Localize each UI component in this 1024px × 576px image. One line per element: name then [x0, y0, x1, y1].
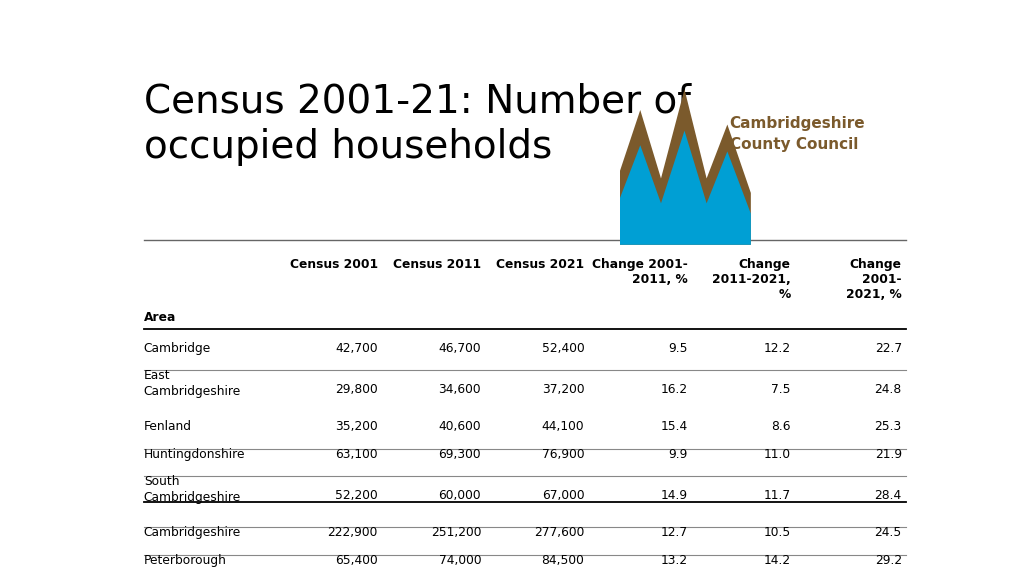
- Text: 65,400: 65,400: [335, 554, 378, 567]
- Text: 44,100: 44,100: [542, 420, 585, 433]
- Text: 69,300: 69,300: [438, 448, 481, 461]
- Text: 8.6: 8.6: [771, 420, 791, 433]
- Text: Census 2011: Census 2011: [393, 257, 481, 271]
- Text: 22.7: 22.7: [874, 342, 902, 355]
- Text: 10.5: 10.5: [764, 526, 791, 539]
- Text: Census 2001: Census 2001: [290, 257, 378, 271]
- Text: 21.9: 21.9: [874, 448, 902, 461]
- Text: 67,000: 67,000: [542, 489, 585, 502]
- Text: Change
2001-
2021, %: Change 2001- 2021, %: [846, 257, 902, 301]
- Text: Change
2011-2021,
%: Change 2011-2021, %: [712, 257, 791, 301]
- Text: 24.8: 24.8: [874, 383, 902, 396]
- Text: 7.5: 7.5: [771, 383, 791, 396]
- Text: 16.2: 16.2: [660, 383, 687, 396]
- Text: 25.3: 25.3: [874, 420, 902, 433]
- Text: 14.9: 14.9: [660, 489, 687, 502]
- Text: 60,000: 60,000: [438, 489, 481, 502]
- Text: East
Cambridgeshire: East Cambridgeshire: [143, 369, 241, 399]
- Text: 42,700: 42,700: [335, 342, 378, 355]
- Text: South
Cambridgeshire: South Cambridgeshire: [143, 475, 241, 505]
- Text: Cambridgeshire
County Council: Cambridgeshire County Council: [729, 116, 865, 151]
- Text: Census 2021: Census 2021: [497, 257, 585, 271]
- Polygon shape: [620, 89, 751, 245]
- Text: 251,200: 251,200: [431, 526, 481, 539]
- Polygon shape: [620, 131, 751, 245]
- Text: Cambridgeshire: Cambridgeshire: [143, 526, 241, 539]
- Text: 52,200: 52,200: [335, 489, 378, 502]
- Text: 15.4: 15.4: [660, 420, 687, 433]
- Text: 11.0: 11.0: [764, 448, 791, 461]
- Text: 84,500: 84,500: [542, 554, 585, 567]
- Text: Change 2001-
2011, %: Change 2001- 2011, %: [592, 257, 687, 286]
- Text: 24.5: 24.5: [874, 526, 902, 539]
- Text: Census 2001-21: Number of
occupied households: Census 2001-21: Number of occupied house…: [143, 82, 691, 166]
- Text: 63,100: 63,100: [335, 448, 378, 461]
- Text: 35,200: 35,200: [335, 420, 378, 433]
- Text: Area: Area: [143, 311, 176, 324]
- Text: 12.2: 12.2: [764, 342, 791, 355]
- Text: 76,900: 76,900: [542, 448, 585, 461]
- Text: 34,600: 34,600: [438, 383, 481, 396]
- Text: 9.5: 9.5: [668, 342, 687, 355]
- Text: Cambridge: Cambridge: [143, 342, 211, 355]
- Text: 74,000: 74,000: [438, 554, 481, 567]
- Text: 13.2: 13.2: [660, 554, 687, 567]
- Text: 9.9: 9.9: [668, 448, 687, 461]
- Text: 46,700: 46,700: [438, 342, 481, 355]
- Text: Fenland: Fenland: [143, 420, 191, 433]
- Text: 52,400: 52,400: [542, 342, 585, 355]
- Text: 12.7: 12.7: [660, 526, 687, 539]
- Text: 11.7: 11.7: [764, 489, 791, 502]
- Text: 29,800: 29,800: [335, 383, 378, 396]
- Text: 14.2: 14.2: [764, 554, 791, 567]
- Text: 277,600: 277,600: [534, 526, 585, 539]
- Text: 37,200: 37,200: [542, 383, 585, 396]
- Text: 40,600: 40,600: [438, 420, 481, 433]
- Text: Peterborough: Peterborough: [143, 554, 226, 567]
- Text: Huntingdonshire: Huntingdonshire: [143, 448, 246, 461]
- Text: 28.4: 28.4: [874, 489, 902, 502]
- Text: 29.2: 29.2: [874, 554, 902, 567]
- Text: 222,900: 222,900: [328, 526, 378, 539]
